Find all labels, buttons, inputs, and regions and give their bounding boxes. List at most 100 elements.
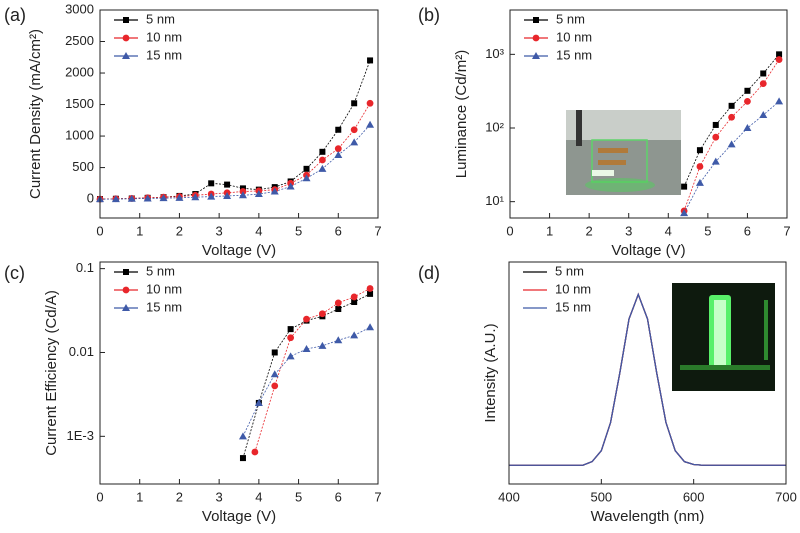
marker [350, 293, 358, 301]
marker [159, 194, 168, 202]
marker [191, 193, 200, 201]
marker [287, 326, 294, 333]
y-tick-label: 1E-3 [67, 428, 94, 443]
marker [224, 181, 231, 188]
chart-panel: (b) 0 1 2 3 4 5 6 7 10¹ 10² 10³ Voltage (V) Luminance… [418, 5, 791, 259]
y-axis-title: Current Density (mA/cm²) [27, 29, 44, 199]
panel-label: (a) [4, 5, 26, 25]
marker [367, 290, 374, 297]
x-tick-label: 0 [506, 223, 513, 238]
marker [775, 97, 784, 105]
y-tick-label: 1500 [65, 96, 94, 111]
marker [743, 124, 752, 132]
legend-marker [123, 17, 129, 23]
marker [318, 164, 327, 172]
x-tick-label: 7 [783, 223, 790, 238]
y-tick-label: 10³ [485, 46, 504, 61]
marker [696, 163, 704, 170]
x-tick-label: 3 [216, 223, 223, 238]
marker [335, 126, 342, 133]
y-tick-label: 1000 [65, 127, 94, 142]
marker [319, 148, 326, 155]
plots: (a)0 1 2 3 4 5 6 7050010001500200025003000Volta… [4, 1, 797, 525]
x-tick-label: 0 [96, 223, 103, 238]
marker [254, 398, 263, 406]
marker [286, 352, 295, 360]
legend-label: 10 nm [556, 29, 592, 44]
marker [287, 334, 295, 342]
legend-label: 10 nm [146, 29, 182, 44]
marker [350, 331, 359, 339]
marker [334, 336, 343, 344]
y-tick-label: 500 [72, 159, 94, 174]
panel-label: (c) [4, 263, 25, 283]
marker [207, 192, 216, 200]
photo-emission [592, 170, 614, 176]
x-tick-label: 400 [498, 489, 520, 504]
marker [728, 113, 735, 121]
panel-label: (d) [418, 263, 440, 283]
marker [776, 51, 783, 58]
marker [727, 140, 736, 148]
marker [254, 190, 263, 198]
series-line [242, 326, 371, 437]
x-tick-label: 6 [335, 223, 342, 238]
marker [334, 299, 342, 307]
x-axis-title: Voltage (V) [202, 508, 276, 525]
legend-marker [533, 17, 539, 23]
x-tick-label: 2 [176, 223, 183, 238]
plot-frame [99, 9, 379, 219]
legend-marker [123, 269, 129, 275]
marker [303, 315, 310, 323]
marker [351, 100, 358, 107]
marker [775, 56, 783, 63]
marker [318, 341, 327, 349]
marker [335, 306, 342, 313]
legend-label: 10 nm [555, 281, 591, 296]
legend-marker [122, 52, 130, 59]
marker [127, 194, 136, 202]
legend-label: 15 nm [556, 47, 592, 62]
x-tick-label: 6 [335, 489, 342, 504]
legend-label: 10 nm [146, 281, 182, 296]
photo-electrode [598, 160, 626, 165]
marker [302, 345, 311, 353]
marker [239, 455, 246, 462]
marker [744, 97, 751, 105]
marker [712, 121, 719, 128]
marker [728, 102, 735, 109]
chart-panel: (d) 400 500 600 700 Wavelength (nm) Intensity … [418, 261, 797, 525]
marker [208, 180, 215, 187]
marker [680, 209, 689, 217]
x-tick-label: 1 [546, 223, 553, 238]
marker [271, 349, 278, 356]
x-tick-label: 2 [176, 489, 183, 504]
marker [760, 70, 767, 77]
photo-reflection [680, 365, 770, 370]
x-tick-label: 2 [586, 223, 593, 238]
inset-photo-b [566, 110, 681, 195]
chart-panel: (c) 0 1 2 3 4 5 6 7 1E-3 0.01 0.1 Voltage (V) Current… [4, 260, 382, 525]
marker [271, 382, 279, 390]
legend-label: 15 nm [146, 47, 182, 62]
x-tick-label: 5 [295, 223, 302, 238]
x-tick-label: 3 [625, 223, 632, 238]
photo-electrode [598, 148, 628, 153]
x-tick-label: 1 [136, 223, 143, 238]
marker [696, 147, 703, 154]
x-tick-label: 500 [590, 489, 612, 504]
x-tick-label: 0 [96, 489, 103, 504]
series-line [100, 124, 371, 200]
marker [366, 285, 374, 292]
photo-probe [576, 110, 582, 146]
marker [759, 111, 768, 119]
marker [334, 145, 342, 153]
x-tick-label: 6 [744, 223, 751, 238]
series-line [254, 288, 371, 453]
legend-label: 15 nm [555, 299, 591, 314]
chart-panel: (a) 0 1 2 3 4 5 6 7 0 500 1000 1500 2000 2500 3000 Volta… [4, 1, 382, 259]
plot-frame [508, 261, 787, 485]
legend-marker [122, 286, 130, 294]
inset-photo-d [672, 283, 775, 391]
x-axis-title: Voltage (V) [202, 242, 276, 259]
